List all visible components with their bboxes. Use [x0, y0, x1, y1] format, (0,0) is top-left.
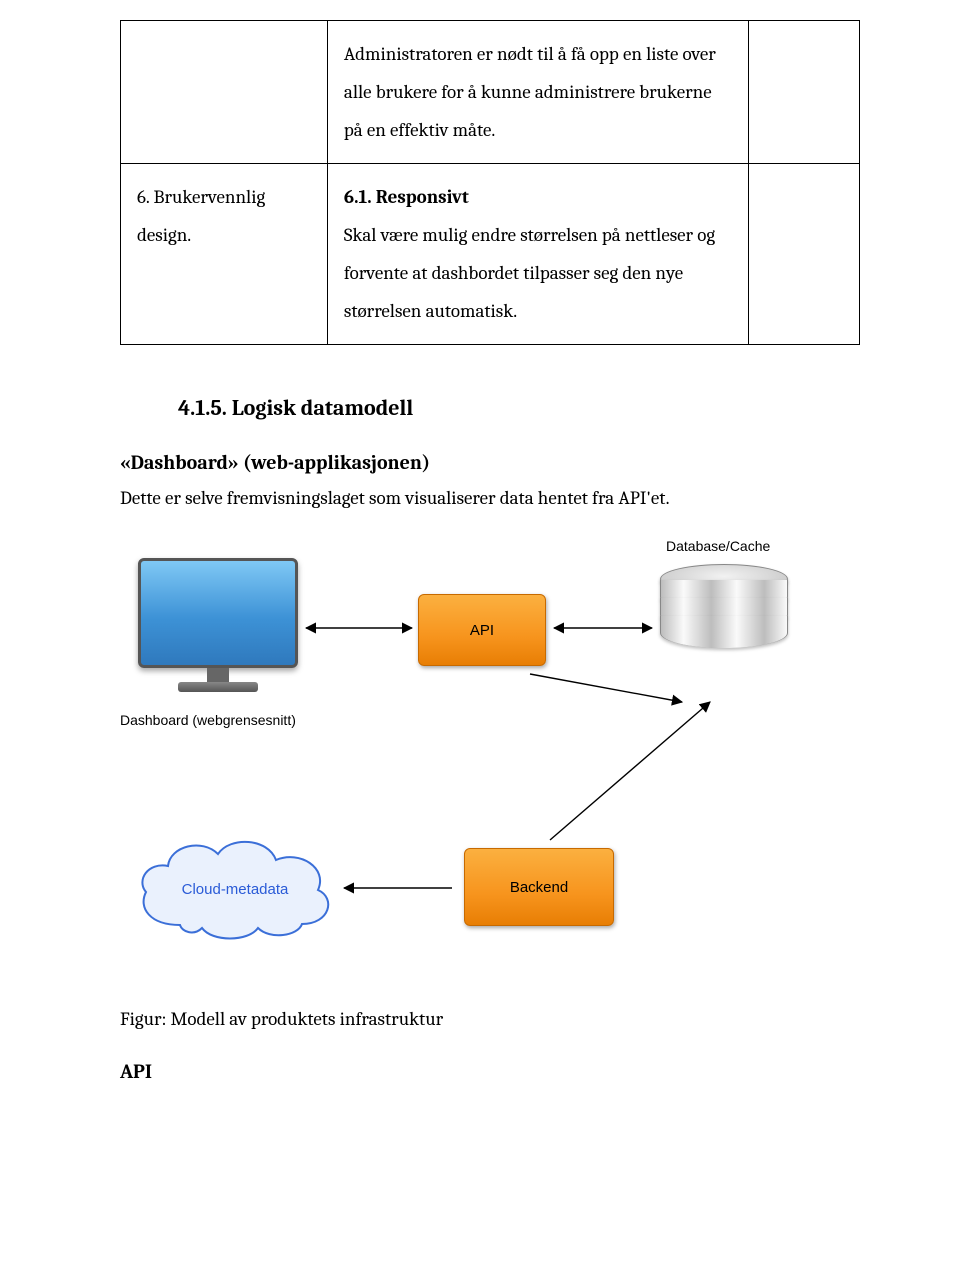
cell-col1: 6. Brukervennlig design. [121, 164, 328, 345]
cell-col3 [749, 164, 860, 345]
database-label: Database/Cache [666, 538, 770, 554]
cloud-metadata-icon: Cloud-metadata [130, 830, 340, 948]
api-box-label: API [470, 622, 494, 639]
table-row: Administratoren er nødt til å få opp en … [121, 21, 860, 164]
cell-col2: 6.1. Responsivt Skal være mulig endre st… [327, 164, 748, 345]
cell-col2: Administratoren er nødt til å få opp en … [327, 21, 748, 164]
database-icon [660, 564, 788, 694]
dashboard-body: Dette er selve fremvisningslaget som vis… [120, 480, 860, 516]
cell-col1 [121, 21, 328, 164]
table-row: 6. Brukervennlig design. 6.1. Responsivt… [121, 164, 860, 345]
cloud-label: Cloud-metadata [130, 830, 340, 948]
dashboard-subhead: «Dashboard» (web-applikasjonen) [120, 451, 860, 474]
api-box: API [418, 594, 546, 666]
dashboard-monitor-icon [138, 558, 298, 692]
responsive-body: Skal være mulig endre størrelsen på nett… [344, 224, 715, 322]
backend-box: Backend [464, 848, 614, 926]
backend-box-label: Backend [510, 879, 568, 896]
dashboard-label: Dashboard (webgrensesnitt) [120, 712, 296, 728]
api-heading: API [120, 1060, 860, 1083]
cell-col3 [749, 21, 860, 164]
section-heading: 4.1.5. Logisk datamodell [178, 395, 860, 421]
figure-caption: Figur: Modell av produktets infrastruktu… [120, 1008, 860, 1030]
responsive-heading: 6.1. Responsivt [344, 186, 469, 208]
infrastructure-diagram: Dashboard (webgrensesnitt) API Database/… [120, 530, 840, 990]
requirements-table: Administratoren er nødt til å få opp en … [120, 20, 860, 345]
